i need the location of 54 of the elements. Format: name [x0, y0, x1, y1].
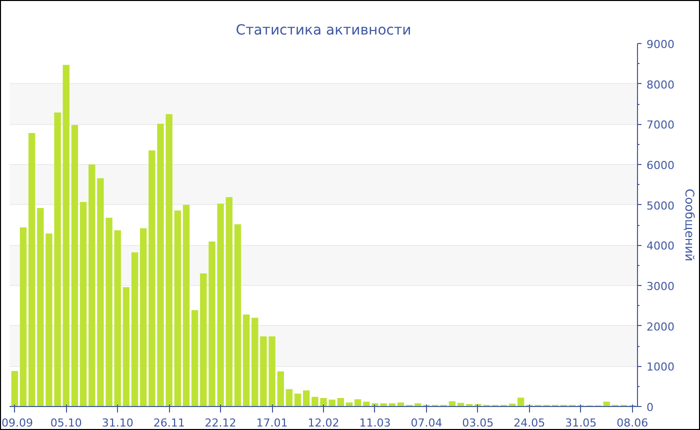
bar	[28, 133, 36, 406]
y-axis-title: Сообщений	[682, 188, 696, 262]
y-tick-label: 6000	[646, 159, 674, 172]
bar	[140, 228, 147, 406]
y-tick-label: 3000	[646, 280, 674, 293]
bar	[603, 402, 610, 406]
y-tick-label: 9000	[646, 38, 674, 51]
bar	[337, 398, 344, 406]
bar	[363, 402, 370, 406]
bar	[277, 371, 284, 406]
x-tick-label: 03.05	[462, 416, 494, 430]
bar	[286, 389, 293, 406]
y-tick-label: 4000	[646, 240, 674, 253]
bar	[80, 202, 87, 406]
bar	[71, 124, 78, 406]
bar	[122, 287, 130, 406]
chart-title: Статистика активности	[236, 22, 412, 38]
x-tick-label: 31.05	[565, 416, 597, 430]
bar	[226, 197, 232, 406]
bar	[37, 208, 44, 406]
x-tick-label: 08.06	[616, 416, 648, 430]
y-tick-label: 7000	[646, 118, 674, 132]
x-tick-label: 22.12	[204, 416, 236, 430]
x-tick-label: 09.09	[2, 416, 33, 430]
bar	[131, 252, 138, 406]
bar	[517, 398, 524, 406]
bar	[302, 390, 310, 406]
bar	[114, 230, 121, 406]
bar	[191, 310, 198, 406]
bar	[242, 314, 250, 406]
y-tick-label: 0	[646, 401, 654, 414]
y-tick-label: 5000	[646, 199, 674, 212]
y-tick-label: 2000	[646, 320, 674, 334]
bar	[20, 227, 27, 406]
bar	[294, 394, 302, 406]
y-tick-label: 8000	[646, 78, 674, 92]
bar	[182, 204, 190, 406]
x-tick-label: 17.01	[256, 416, 288, 430]
bar	[88, 164, 96, 406]
bar	[174, 210, 181, 406]
x-tick-label: 31.10	[102, 416, 134, 430]
x-tick-label: 24.05	[514, 416, 546, 430]
bar	[62, 64, 70, 406]
bar	[354, 399, 362, 406]
x-tick-label: 11.03	[359, 416, 391, 430]
bar	[252, 318, 258, 406]
x-tick-label: 26.11	[153, 416, 185, 430]
bar	[11, 371, 18, 406]
x-tick-label: 07.04	[410, 416, 442, 430]
x-tick-label: 05.10	[50, 416, 82, 430]
bar	[234, 224, 242, 406]
bar	[200, 273, 207, 406]
x-tick-label: 12.02	[308, 416, 340, 430]
y-tick-label: 1000	[646, 360, 674, 374]
